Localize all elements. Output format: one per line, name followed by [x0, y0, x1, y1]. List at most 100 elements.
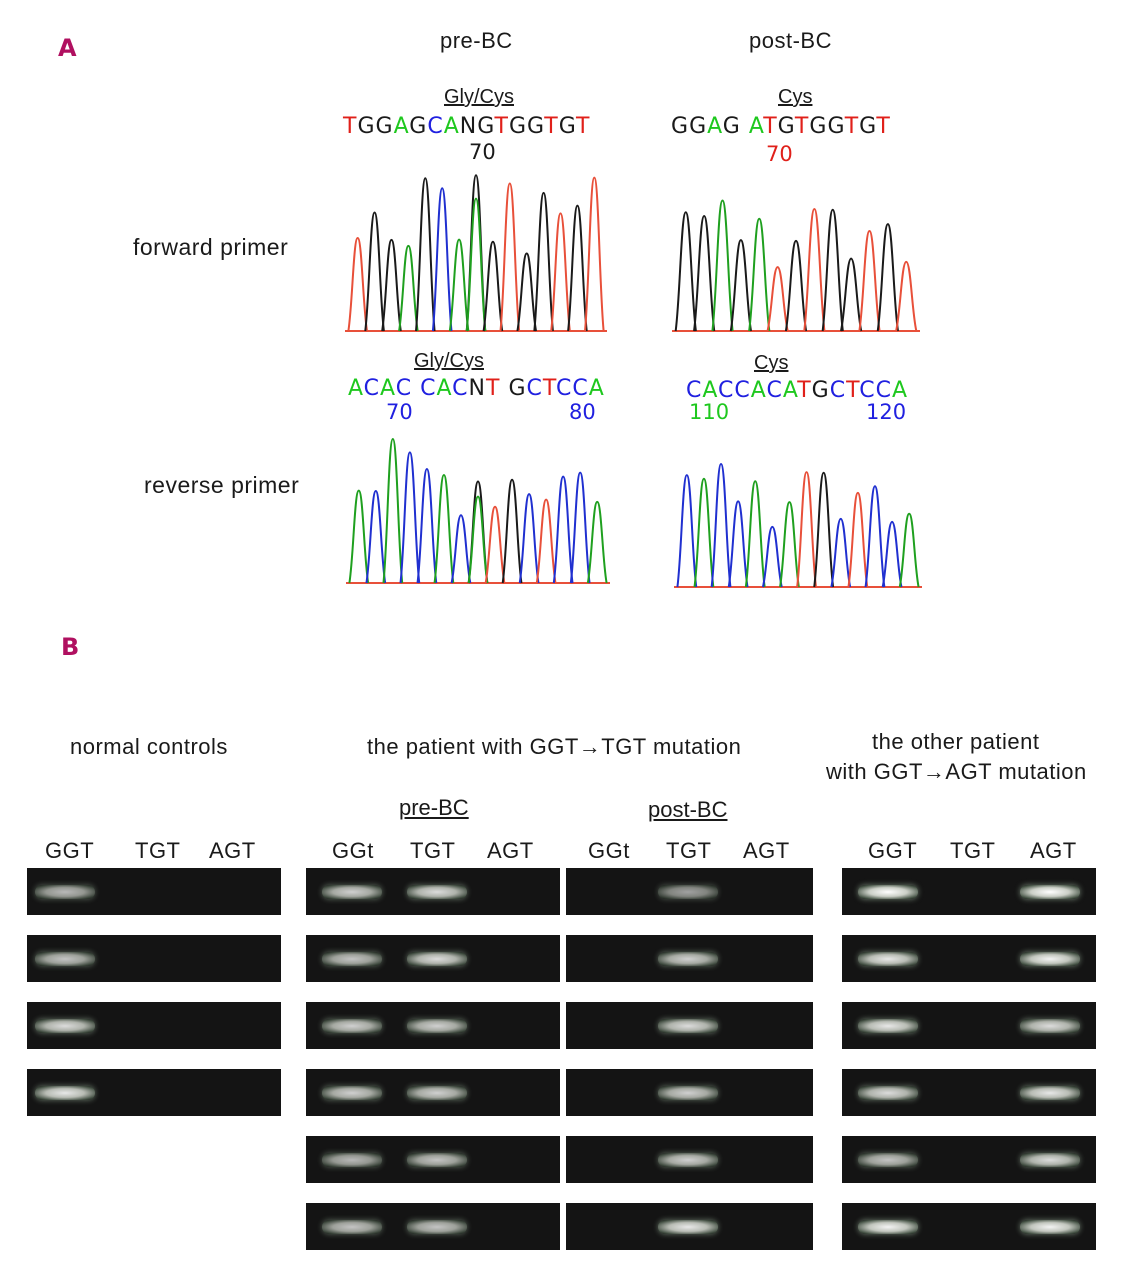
aa-label-post-reverse: Cys	[754, 352, 789, 374]
trace-peak	[710, 463, 732, 588]
lane-label-normal-ggt: GGT	[45, 838, 95, 863]
trace-peak	[711, 199, 734, 332]
base-call: C	[766, 378, 783, 403]
base-call: T	[494, 114, 509, 139]
gel-band	[658, 1085, 718, 1100]
base-call: C	[718, 378, 735, 403]
base-call: G	[508, 376, 527, 401]
gel-band	[658, 884, 718, 899]
gel-band	[322, 1085, 382, 1100]
trace-peak	[693, 477, 715, 588]
trace-peak	[744, 480, 766, 588]
chromatogram-post-forward	[672, 199, 920, 332]
lane-label-post-tgt: TGT	[666, 838, 712, 863]
trace-peak	[381, 238, 402, 332]
trace-peak	[898, 512, 920, 588]
gel-strip	[842, 935, 1096, 982]
trace-peak	[748, 217, 771, 332]
trace-peak	[501, 478, 523, 584]
gel-strip	[27, 868, 281, 915]
gel-band	[858, 1219, 918, 1234]
base-call: G	[508, 114, 527, 139]
gel-strip	[566, 868, 813, 915]
trace-peak	[416, 467, 438, 584]
trace-peak	[499, 182, 521, 332]
base-call: A	[588, 376, 605, 401]
trace-peak	[382, 437, 404, 584]
subgroup-title-post-bc: post-BC	[648, 797, 728, 822]
base-call: C	[859, 378, 876, 403]
trace-peak	[482, 240, 504, 332]
base-call: A	[436, 376, 453, 401]
gel-band	[658, 951, 718, 966]
trace-peak	[516, 252, 537, 332]
trace-peak	[779, 501, 800, 588]
gel-band	[858, 884, 918, 899]
base-call: A	[891, 378, 909, 403]
trace-peak	[729, 239, 752, 332]
position-label-pre-reverse-70: 70	[386, 400, 413, 424]
base-call: T	[575, 114, 591, 139]
gel-band	[1020, 1018, 1080, 1033]
gel-strip	[842, 868, 1096, 915]
panel-a-label: A	[58, 34, 77, 62]
trace-peak	[550, 212, 571, 332]
gel-band	[407, 1219, 467, 1234]
lane-label-pre-tgt: TGT	[410, 838, 456, 863]
trace-peak	[761, 525, 783, 588]
base-call: T	[542, 376, 557, 401]
trace-peak	[830, 517, 852, 588]
base-call: T	[846, 378, 860, 403]
trace-peak	[431, 187, 453, 332]
gel-strip	[306, 935, 560, 982]
gel-band	[35, 951, 95, 966]
aa-label-pre-reverse: Gly/Cys	[414, 350, 484, 372]
trace-peak	[533, 191, 554, 332]
gel-band	[658, 1219, 718, 1234]
trace-peak	[895, 260, 918, 332]
trace-peak	[365, 490, 387, 584]
trace-peak	[450, 514, 472, 584]
gel-strip	[566, 1002, 813, 1049]
base-call: C	[556, 376, 573, 401]
trace-peak	[552, 475, 574, 584]
lane-label-other-agt: AGT	[1030, 838, 1077, 863]
trace-peak	[813, 471, 835, 588]
trace-peak	[518, 493, 540, 584]
base-call: T	[797, 378, 812, 403]
base-call: C	[427, 114, 444, 139]
base-call: C	[734, 378, 751, 403]
sequence-pre-forward: TGGAGCANGTGGTGT	[343, 114, 590, 139]
gel-band	[322, 1152, 382, 1167]
trace-peak	[347, 237, 368, 332]
column-title-post-bc: post-BC	[749, 28, 832, 53]
gel-band	[322, 884, 382, 899]
gel-band	[1020, 1152, 1080, 1167]
trace-peak	[784, 239, 808, 332]
trace-peak	[796, 471, 817, 588]
trace-peak	[847, 491, 869, 588]
gel-strip	[306, 1203, 560, 1250]
trace-peak	[433, 474, 455, 584]
base-call: A	[702, 378, 719, 403]
gel-strip	[842, 1002, 1096, 1049]
base-call: A	[348, 376, 364, 401]
trace-peak	[399, 451, 421, 584]
position-label-post-forward-70: 70	[766, 142, 793, 166]
base-call: C	[875, 378, 892, 403]
lane-label-other-tgt: TGT	[950, 838, 996, 863]
row-label-reverse-primer: reverse primer	[144, 472, 300, 498]
gel-band	[407, 1152, 467, 1167]
gel-band	[407, 1085, 467, 1100]
base-call: A	[707, 114, 723, 139]
position-label-post-reverse-120: 120	[866, 400, 907, 424]
base-call: T	[763, 114, 778, 139]
gel-strip	[306, 1069, 560, 1116]
chromatogram-post-reverse	[674, 463, 922, 588]
column-title-pre-bc: pre-BC	[440, 28, 513, 53]
base-call: A	[782, 378, 798, 403]
base-call: G	[357, 114, 376, 139]
gel-strip	[27, 1069, 281, 1116]
gel-strip	[306, 1002, 560, 1049]
trace-peak	[567, 204, 588, 332]
